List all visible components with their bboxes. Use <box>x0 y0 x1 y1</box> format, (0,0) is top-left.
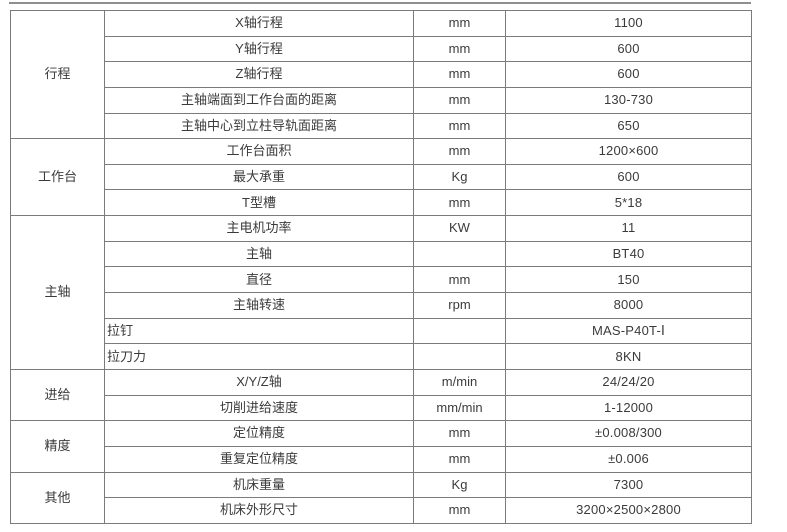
table-row: 主轴转速 rpm 8000 <box>11 292 752 319</box>
table-row: 直径 mm 150 <box>11 266 752 294</box>
parameter-cell: T型槽 <box>104 189 414 217</box>
parameter-cell: 最大承重 <box>104 163 414 191</box>
category-cell: 行程 <box>10 9 105 140</box>
parameter-cell: 定位精度 <box>104 420 414 447</box>
table-row: 工作台 工作台面积 mm 1200×600 <box>10 138 752 217</box>
table-row: 精度 定位精度 mm ±0.008/300 <box>10 420 752 473</box>
parameter-cell: 主轴 <box>104 240 414 268</box>
table-row: 行程 X轴行程 mm 1100 <box>10 9 752 140</box>
value-cell: 600 <box>505 35 752 63</box>
table-row: 拉刀力 8KN <box>11 343 752 370</box>
parameter-cell: 机床重量 <box>104 471 414 499</box>
unit-cell: mm <box>413 445 506 473</box>
unit-cell: mm <box>413 497 506 524</box>
parameter-cell: X/Y/Z轴 <box>104 368 414 396</box>
unit-cell: rpm <box>413 292 506 319</box>
table-row: 机床外形尺寸 mm 3200×2500×2800 <box>11 497 752 524</box>
unit-cell: mm <box>413 189 506 217</box>
parameter-cell: 主轴中心到立柱导轨面距离 <box>104 112 414 140</box>
table-row: 主轴 主电机功率 KW 11 <box>10 215 752 370</box>
value-cell: MAS-P40T-Ⅰ <box>505 317 752 345</box>
category-cell: 主轴 <box>10 215 105 370</box>
category-cell: 精度 <box>10 420 105 473</box>
cropped-row-border <box>9 2 751 4</box>
value-cell: 11 <box>505 215 752 242</box>
parameter-cell: 切削进给速度 <box>104 394 414 422</box>
unit-cell: mm <box>413 420 506 447</box>
parameter-cell: Y轴行程 <box>104 35 414 63</box>
parameter-cell: 拉钉 <box>104 317 414 345</box>
parameter-cell: 重复定位精度 <box>104 445 414 473</box>
value-cell: ±0.006 <box>505 445 752 473</box>
parameter-cell: 机床外形尺寸 <box>104 497 414 524</box>
table-row: 主轴中心到立柱导轨面距离 mm 650 <box>11 112 752 140</box>
spec-table: 行程 X轴行程 mm 1100 Y轴行程 mm 600 Z轴行程 mm 600 主轴端面到工作台面的… <box>10 9 752 524</box>
category-cell: 进给 <box>10 368 105 422</box>
parameter-cell: 主轴转速 <box>104 292 414 319</box>
value-cell: ±0.008/300 <box>505 420 752 447</box>
unit-cell <box>413 240 506 268</box>
unit-cell: mm/min <box>413 394 506 422</box>
value-cell: 1200×600 <box>505 138 752 165</box>
table-row: Z轴行程 mm 600 <box>11 61 752 88</box>
parameter-cell: 主轴端面到工作台面的距离 <box>104 86 414 114</box>
value-cell: 3200×2500×2800 <box>505 497 752 524</box>
value-cell: 8KN <box>505 343 752 370</box>
parameter-cell: 主电机功率 <box>104 215 414 242</box>
table-row: 最大承重 Kg 600 <box>11 163 752 191</box>
unit-cell: mm <box>413 138 506 165</box>
table-row: Y轴行程 mm 600 <box>11 35 752 63</box>
value-cell: 24/24/20 <box>505 368 752 396</box>
unit-cell: mm <box>413 86 506 114</box>
parameter-cell: 直径 <box>104 266 414 294</box>
value-cell: 1100 <box>505 10 752 37</box>
unit-cell: Kg <box>413 471 506 499</box>
value-cell: 650 <box>505 112 752 140</box>
table-row: 进给 X/Y/Z轴 m/min 24/24/20 <box>10 368 752 422</box>
value-cell: 150 <box>505 266 752 294</box>
value-cell: 5*18 <box>505 189 752 217</box>
parameter-cell: X轴行程 <box>104 10 414 37</box>
unit-cell: mm <box>413 112 506 140</box>
table-row: 切削进给速度 mm/min 1-12000 <box>11 394 752 422</box>
unit-cell: m/min <box>413 368 506 396</box>
value-cell: 8000 <box>505 292 752 319</box>
value-cell: BT40 <box>505 240 752 268</box>
table-row: T型槽 mm 5*18 <box>11 189 752 217</box>
parameter-cell: 工作台面积 <box>104 138 414 165</box>
table-row: 重复定位精度 mm ±0.006 <box>11 445 752 473</box>
value-cell: 600 <box>505 61 752 88</box>
unit-cell: mm <box>413 10 506 37</box>
unit-cell: mm <box>413 61 506 88</box>
unit-cell: mm <box>413 266 506 294</box>
unit-cell: mm <box>413 35 506 63</box>
table-row: 其他 机床重量 Kg 7300 <box>10 471 752 524</box>
category-cell: 其他 <box>10 471 105 524</box>
parameter-cell: 拉刀力 <box>104 343 414 370</box>
table-row: 拉钉 MAS-P40T-Ⅰ <box>11 317 752 345</box>
value-cell: 1-12000 <box>505 394 752 422</box>
value-cell: 600 <box>505 163 752 191</box>
value-cell: 7300 <box>505 471 752 499</box>
unit-cell <box>413 317 506 345</box>
parameter-cell: Z轴行程 <box>104 61 414 88</box>
table-row: 主轴端面到工作台面的距离 mm 130-730 <box>11 86 752 114</box>
value-cell: 130-730 <box>505 86 752 114</box>
category-cell: 工作台 <box>10 138 105 217</box>
table-row: 主轴 BT40 <box>11 240 752 268</box>
unit-cell: Kg <box>413 163 506 191</box>
unit-cell: KW <box>413 215 506 242</box>
unit-cell <box>413 343 506 370</box>
